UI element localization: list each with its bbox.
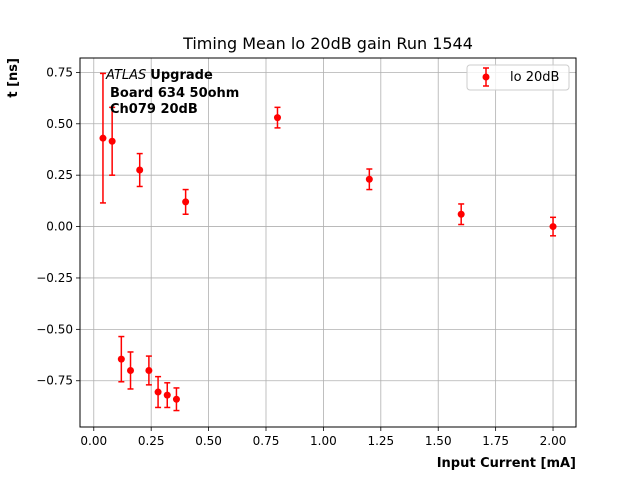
annotation-channel: Ch079 20dB <box>110 102 198 117</box>
y-tick-label: −0.50 <box>36 322 73 336</box>
y-tick-label: −0.25 <box>36 271 73 285</box>
y-tick-label: 0.75 <box>46 65 73 79</box>
data-point <box>154 388 162 396</box>
x-tick-label: 1.00 <box>310 434 337 448</box>
atlas-italic: ATLAS <box>105 68 146 83</box>
y-tick-label: 0.25 <box>46 168 73 182</box>
data-point <box>117 355 125 363</box>
data-point <box>182 198 190 206</box>
data-point <box>172 395 180 403</box>
y-axis-label: t [ns] <box>6 58 21 98</box>
x-tick-label: 0.50 <box>195 434 222 448</box>
legend-label: lo 20dB <box>510 70 559 85</box>
plot-frame <box>79 57 577 428</box>
legend-marker <box>482 73 490 81</box>
y-tick-label: 0.00 <box>46 220 73 234</box>
data-point <box>549 223 557 231</box>
data-point <box>365 175 373 183</box>
x-tick-label: 2.00 <box>540 434 567 448</box>
x-axis-label: Input Current [mA] <box>437 456 576 471</box>
data-point <box>127 366 135 374</box>
x-tick-label: 1.25 <box>367 434 394 448</box>
data-point <box>145 366 153 374</box>
x-tick-label: 1.50 <box>425 434 452 448</box>
y-tick-label: 0.50 <box>46 117 73 131</box>
y-tick-label: −0.75 <box>36 374 73 388</box>
data-series <box>99 72 557 412</box>
atlas-label: ATLAS Upgrade <box>105 68 213 83</box>
x-tick-label: 0.25 <box>138 434 165 448</box>
data-point <box>457 210 465 218</box>
x-tick-label: 1.75 <box>482 434 509 448</box>
legend-box <box>466 64 570 91</box>
legend: lo 20dB <box>466 64 570 91</box>
x-tick-label: 0.00 <box>80 434 107 448</box>
data-point <box>273 114 281 122</box>
x-tick-label: 0.75 <box>253 434 280 448</box>
axis-ticks: 0.00 0.25 0.50 0.75 1.00 1.25 1.50 1.75 2.00 −0.7… <box>36 65 566 448</box>
data-point <box>108 137 116 145</box>
data-point <box>99 134 107 142</box>
atlas-upgrade: Upgrade <box>150 68 213 83</box>
chart-title: Timing Mean lo 20dB gain Run 1544 <box>182 34 473 53</box>
grid <box>80 58 576 427</box>
data-point <box>136 166 144 174</box>
annotation-board: Board 634 50ohm <box>110 86 239 101</box>
data-point <box>163 391 171 399</box>
